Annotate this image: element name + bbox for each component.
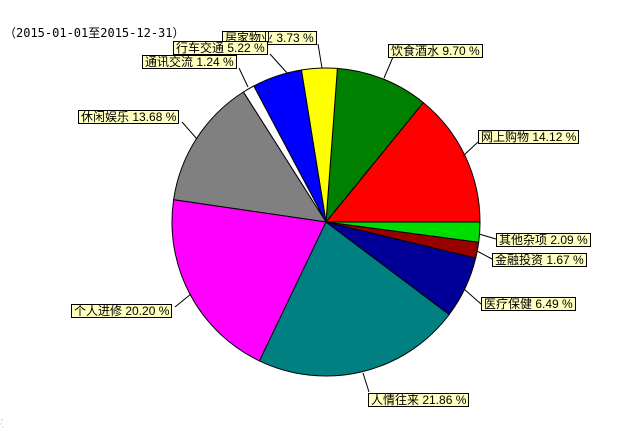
pie-slice-0 (324, 101, 481, 223)
slice-label-10: 其他杂项 2.09 % (496, 233, 591, 247)
leader-line-7 (362, 372, 370, 393)
leader-line-2 (317, 43, 323, 69)
slice-label-1: 饮食酒水 9.70 % (388, 44, 483, 58)
leader-line-1 (383, 56, 394, 79)
pie-slice-10 (325, 221, 481, 243)
leader-line-3 (269, 53, 289, 75)
leader-line-8 (463, 288, 482, 305)
slice-label-3: 行车交通 5.22 % (173, 41, 268, 55)
leader-line-0 (462, 141, 479, 157)
leader-line-4 (238, 67, 249, 88)
leader-line-9 (476, 250, 493, 260)
pie-slice-1 (325, 67, 425, 224)
slice-label-6: 个人进修 20.20 % (71, 304, 173, 318)
slice-label-4: 通讯交流 1.24 % (142, 55, 237, 69)
slice-label-7: 人情往来 21.86 % (368, 393, 470, 407)
date-range-title: （2015-01-01至2015-12-31） (4, 26, 185, 40)
edge-artifact (0, 418, 5, 430)
slice-label-5: 休闲娱乐 13.68 % (78, 110, 180, 124)
leader-line-10 (478, 233, 497, 240)
slice-label-9: 金融投资 1.67 % (492, 253, 587, 267)
leader-line-5 (181, 121, 198, 140)
leader-line-6 (174, 293, 192, 308)
slice-label-0: 网上购物 14.12 % (478, 130, 580, 144)
slice-label-8: 医疗保健 6.49 % (481, 297, 576, 311)
pie-slice-7 (258, 221, 450, 377)
